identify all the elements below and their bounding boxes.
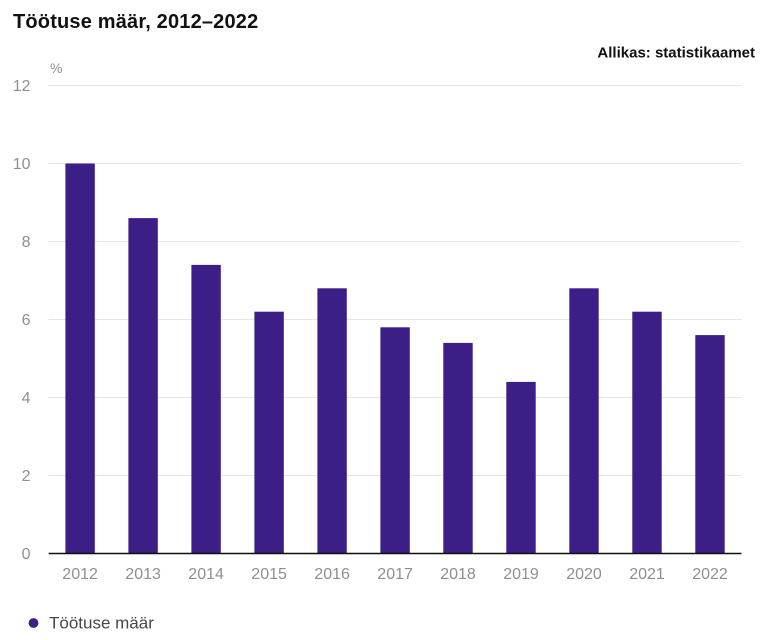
svg-text:0: 0 [22,546,31,563]
svg-text:10: 10 [13,156,31,173]
svg-text:2020: 2020 [566,566,602,583]
svg-text:2022: 2022 [692,566,728,583]
svg-text:4: 4 [22,390,31,407]
svg-text:6: 6 [22,312,31,329]
svg-text:Töötuse määr, 2012–2022: Töötuse määr, 2012–2022 [13,11,258,33]
svg-text:2016: 2016 [314,566,350,583]
svg-text:12: 12 [13,78,31,95]
svg-text:2018: 2018 [440,566,476,583]
svg-text:2021: 2021 [629,566,665,583]
svg-text:Töötuse määr: Töötuse määr [49,614,154,633]
svg-text:2: 2 [22,468,31,485]
svg-text:2019: 2019 [503,566,539,583]
svg-text:2013: 2013 [125,566,161,583]
svg-text:2015: 2015 [251,566,287,583]
svg-text:8: 8 [22,234,31,251]
svg-text:2017: 2017 [377,566,413,583]
svg-text:2014: 2014 [188,566,224,583]
svg-text:2012: 2012 [62,566,98,583]
svg-text:%: % [50,60,62,76]
svg-text:Allikas: statistikaamet: Allikas: statistikaamet [597,45,755,62]
